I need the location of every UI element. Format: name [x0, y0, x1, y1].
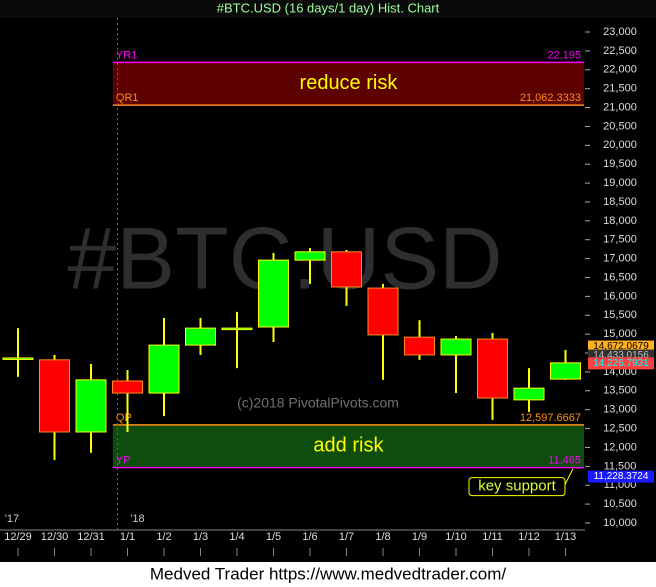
x-tick-label: 1/7 [339, 531, 354, 543]
price-tag-label: 11,228.3724 [594, 471, 649, 482]
zone-top-name: QP [116, 412, 132, 424]
y-tick-label: 12,000 [603, 441, 637, 453]
y-tick-label: 21,500 [603, 83, 637, 95]
zone-bottom-name: YP [116, 455, 131, 467]
zone-bottom-label: 21,062.3333 [520, 92, 581, 104]
x-tick-label: 12/29 [4, 531, 32, 543]
zone-top-label: 22,195 [547, 49, 581, 61]
candle-body [39, 359, 70, 433]
price-tag [588, 357, 654, 370]
zone-top-name: YR1 [116, 49, 137, 61]
footer: Medved Trader https://www.medvedtrader.c… [150, 564, 506, 583]
price-tag [588, 340, 654, 353]
x-tick-label: 12/30 [41, 531, 69, 543]
annotation-text: key support [478, 478, 556, 495]
y-tick-label: 16,500 [603, 271, 637, 283]
x-tick-label: 12/31 [77, 531, 105, 543]
y-tick-label: 18,500 [603, 196, 637, 208]
annotation-box [468, 477, 566, 497]
price-tag-label: 14,672.0679 [593, 341, 649, 352]
candle-body [440, 338, 472, 356]
y-tick-label: 18,000 [603, 215, 637, 227]
chart-title: #BTC.USD (16 days/1 day) Hist. Chart [217, 0, 440, 15]
x-tick-label: 1/3 [193, 531, 208, 543]
y-tick-label: 19,000 [603, 177, 637, 189]
x-tick-label: 1/10 [445, 531, 466, 543]
y-tick-label: 10,500 [603, 498, 637, 510]
price-tag [588, 470, 654, 483]
candle-body [112, 380, 143, 394]
annotation-pointer [564, 468, 574, 485]
y-tick-label: 17,500 [603, 234, 637, 246]
y-tick-label: 23,000 [603, 26, 637, 38]
price-tag-label: 14,226.7931 [593, 358, 649, 369]
year-label: '17 [5, 513, 19, 525]
x-tick-label: 1/6 [302, 531, 317, 543]
candle-body [185, 327, 216, 346]
candle-body [148, 344, 180, 394]
year-label: '18 [130, 513, 144, 525]
candle-body [294, 251, 326, 261]
y-tick-label: 22,000 [603, 64, 637, 76]
y-tick-label: 15,000 [603, 328, 637, 340]
y-tick-label: 19,500 [603, 158, 637, 170]
x-tick-label: 1/12 [518, 531, 539, 543]
x-tick-label: 1/11 [482, 531, 503, 543]
zone [112, 62, 585, 106]
candle-body [331, 251, 362, 288]
candle-body [477, 338, 508, 399]
y-tick-label: 22,500 [603, 45, 637, 57]
candle-body [221, 327, 253, 331]
y-tick-label: 13,000 [603, 404, 637, 416]
title-bar [0, 0, 656, 18]
candle-body [550, 362, 581, 380]
zone-text: add risk [313, 435, 384, 457]
y-tick-label: 16,000 [603, 290, 637, 302]
y-axis-panel [588, 18, 656, 544]
candle-body [2, 357, 34, 360]
y-tick-label: 12,500 [603, 422, 637, 434]
candle-body [367, 287, 399, 336]
x-tick-label: 1/5 [266, 531, 281, 543]
y-tick-label: 10,000 [603, 517, 637, 529]
y-tick-label: 17,000 [603, 253, 637, 265]
zone [112, 424, 585, 468]
x-tick-label: 1/9 [412, 531, 427, 543]
y-tick-label: 20,500 [603, 120, 637, 132]
x-tick-label: 1/4 [229, 531, 244, 543]
candle-body [258, 259, 289, 328]
copyright: (c)2018 PivotalPivots.com [237, 395, 399, 411]
candle-body [404, 336, 435, 356]
candle-body [513, 387, 545, 401]
y-tick-label: 20,000 [603, 139, 637, 151]
x-tick-label: 1/8 [375, 531, 390, 543]
x-tick-label: 1/2 [156, 531, 171, 543]
zone-text: reduce risk [300, 72, 399, 94]
zone-bottom-name: QR1 [116, 92, 139, 104]
y-tick-label: 15,500 [603, 309, 637, 321]
y-tick-label: 11,500 [604, 460, 637, 472]
candle-body [75, 379, 107, 433]
zone-top-label: 12,597.6667 [520, 412, 581, 424]
price-tag-label: 14,433.0156 [593, 350, 649, 361]
x-tick-label: 1/1 [120, 531, 135, 543]
y-tick-label: 21,000 [603, 101, 637, 113]
x-tick-label: 1/13 [555, 531, 576, 543]
zone-bottom-label: 11,465 [548, 455, 581, 467]
y-tick-label: 13,500 [603, 385, 637, 397]
